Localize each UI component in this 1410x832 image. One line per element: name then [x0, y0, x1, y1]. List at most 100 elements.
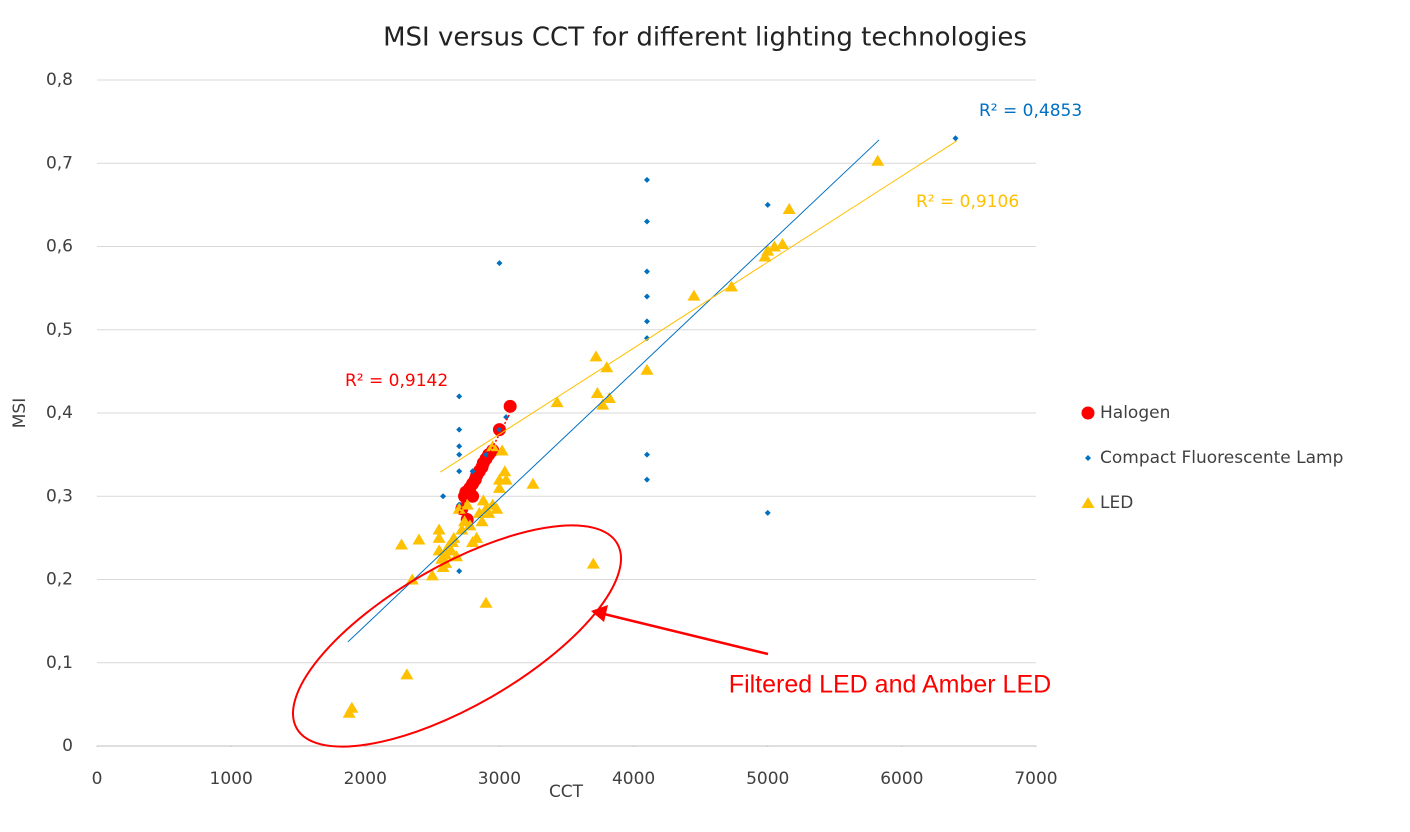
point	[456, 568, 463, 575]
point	[476, 494, 490, 506]
x-tick-label: 5000	[746, 769, 789, 789]
x-axis-label: CCT	[549, 782, 584, 802]
point	[643, 335, 650, 342]
point	[496, 426, 503, 433]
x-tick-label: 2000	[344, 769, 387, 789]
point	[724, 280, 738, 292]
point	[589, 350, 603, 362]
annotation: Filtered LED and Amber LED	[729, 671, 1051, 699]
point	[452, 502, 466, 514]
point	[432, 523, 446, 535]
point	[764, 201, 771, 208]
point	[550, 396, 564, 408]
y-tick-label: 0,6	[46, 237, 73, 257]
point	[499, 473, 513, 485]
point	[643, 268, 650, 275]
point	[395, 538, 409, 550]
x-tick-label: 6000	[880, 769, 923, 789]
trendline-label: R² = 0,9106	[916, 192, 1019, 212]
point	[469, 468, 476, 475]
point	[456, 451, 463, 458]
point	[640, 363, 654, 375]
point	[492, 481, 506, 493]
point	[466, 489, 480, 503]
point	[503, 399, 517, 413]
point	[470, 531, 484, 543]
point	[758, 250, 772, 262]
point	[496, 260, 503, 267]
point	[412, 533, 426, 545]
point	[782, 203, 796, 215]
chart-title: MSI versus CCT for different lighting te…	[383, 23, 1027, 53]
x-tick-label: 1000	[210, 769, 253, 789]
point	[498, 465, 512, 477]
point	[764, 509, 771, 516]
point	[495, 444, 509, 456]
point	[345, 701, 359, 713]
point	[479, 596, 493, 608]
point	[440, 493, 447, 500]
point	[586, 557, 600, 569]
legend-label: LED	[1100, 493, 1133, 513]
annotation-arrowhead	[591, 605, 608, 622]
legend-label: Compact Fluorescente Lamp	[1100, 448, 1343, 468]
point	[444, 544, 458, 556]
point	[952, 135, 959, 142]
x-tick-label: 7000	[1014, 769, 1057, 789]
point	[483, 451, 490, 458]
point	[475, 515, 489, 527]
point	[425, 569, 439, 581]
point	[643, 218, 650, 225]
point	[490, 502, 504, 514]
point	[526, 477, 540, 489]
y-tick-label: 0,4	[46, 403, 73, 423]
x-tick-label: 0	[92, 769, 103, 789]
point	[456, 468, 463, 475]
point	[590, 387, 604, 399]
y-tick-label: 0,1	[46, 653, 73, 673]
point	[432, 531, 446, 543]
y-tick-label: 0,8	[46, 70, 73, 90]
point	[775, 238, 789, 250]
point	[643, 476, 650, 483]
point	[456, 393, 463, 400]
annotation-ellipse	[292, 524, 622, 748]
trendline	[458, 412, 511, 514]
annotation-arrow	[603, 612, 769, 656]
point	[405, 573, 419, 585]
point	[602, 392, 616, 404]
x-tick-label: 4000	[612, 769, 655, 789]
legend-marker	[1081, 497, 1095, 508]
legend-label: Halogen	[1100, 403, 1170, 423]
point	[871, 154, 885, 166]
legend-marker	[1081, 406, 1095, 420]
y-axis-label: MSI	[10, 398, 30, 428]
point	[600, 361, 614, 373]
point	[761, 244, 775, 256]
point	[486, 440, 500, 452]
point	[447, 531, 461, 543]
point	[400, 668, 414, 680]
trendline	[347, 139, 880, 643]
point	[596, 398, 610, 410]
point	[643, 318, 650, 325]
point	[460, 498, 474, 510]
point	[687, 289, 701, 301]
y-tick-label: 0	[62, 736, 73, 756]
trendline-label: R² = 0,4853	[979, 101, 1082, 121]
point	[482, 506, 496, 518]
y-tick-label: 0,7	[46, 153, 73, 173]
series	[440, 135, 959, 575]
point	[643, 176, 650, 183]
trendline	[440, 140, 958, 473]
legend-marker	[1085, 455, 1091, 461]
y-tick-label: 0,5	[46, 320, 73, 340]
point	[643, 293, 650, 300]
y-tick-label: 0,2	[46, 570, 73, 590]
point	[456, 426, 463, 433]
x-tick-label: 3000	[478, 769, 521, 789]
point	[643, 451, 650, 458]
point	[463, 519, 477, 531]
point	[456, 443, 463, 450]
